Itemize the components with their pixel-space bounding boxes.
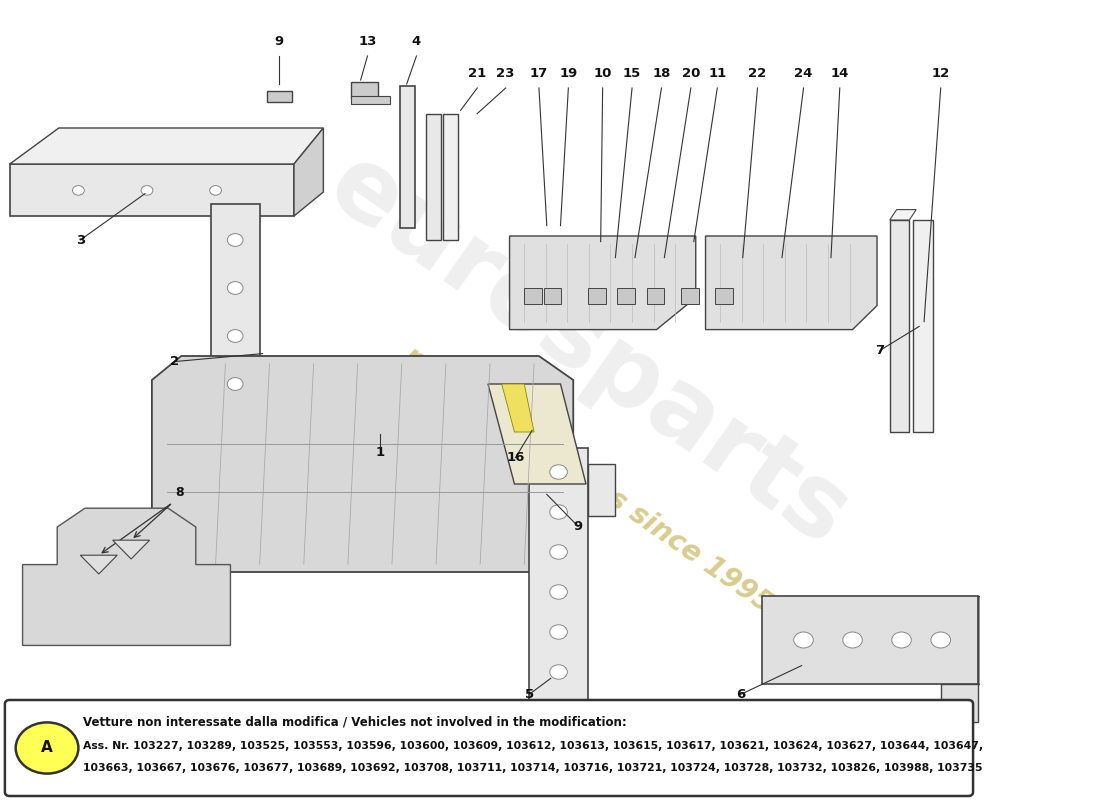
Polygon shape — [978, 596, 980, 684]
Text: 1: 1 — [375, 446, 385, 458]
Text: 3: 3 — [76, 234, 85, 246]
Text: 24: 24 — [794, 67, 813, 80]
Circle shape — [794, 632, 813, 648]
Polygon shape — [525, 288, 542, 304]
Text: 19: 19 — [559, 67, 578, 80]
Text: 17: 17 — [530, 67, 548, 80]
Text: 7: 7 — [876, 344, 884, 357]
Text: 22: 22 — [748, 67, 767, 80]
Circle shape — [210, 186, 221, 195]
Polygon shape — [587, 288, 606, 304]
Text: Ass. Nr. 103227, 103289, 103525, 103553, 103596, 103600, 103609, 103612, 103613,: Ass. Nr. 103227, 103289, 103525, 103553,… — [84, 741, 983, 750]
Text: 6: 6 — [736, 688, 746, 701]
Polygon shape — [502, 384, 535, 432]
Bar — [351, 96, 390, 104]
Polygon shape — [890, 210, 916, 220]
Polygon shape — [152, 356, 573, 572]
Circle shape — [550, 625, 568, 639]
Polygon shape — [940, 684, 978, 722]
Text: 23: 23 — [496, 67, 515, 80]
Polygon shape — [715, 288, 733, 304]
Text: 20: 20 — [682, 67, 700, 80]
Polygon shape — [152, 548, 182, 572]
Polygon shape — [211, 404, 402, 444]
Polygon shape — [294, 128, 323, 216]
Polygon shape — [762, 596, 978, 684]
Polygon shape — [647, 288, 664, 304]
Polygon shape — [211, 204, 260, 444]
Polygon shape — [10, 128, 323, 164]
Text: 103663, 103667, 103676, 103677, 103689, 103692, 103708, 103711, 103714, 103716, : 103663, 103667, 103676, 103677, 103689, … — [84, 763, 982, 773]
Circle shape — [550, 585, 568, 599]
Text: 14: 14 — [830, 67, 849, 80]
Polygon shape — [443, 114, 458, 240]
FancyBboxPatch shape — [4, 700, 974, 796]
Text: 13: 13 — [359, 35, 376, 48]
Circle shape — [550, 665, 568, 679]
Text: 16: 16 — [506, 451, 525, 464]
Circle shape — [931, 632, 950, 648]
Text: eurosparts: eurosparts — [309, 137, 867, 567]
Circle shape — [15, 722, 78, 774]
Polygon shape — [80, 555, 118, 574]
Polygon shape — [913, 220, 933, 432]
Polygon shape — [543, 288, 561, 304]
Text: passion for parts since 1995: passion for parts since 1995 — [398, 342, 778, 618]
Circle shape — [892, 632, 911, 648]
Text: A: A — [41, 741, 53, 755]
Polygon shape — [705, 236, 877, 330]
Polygon shape — [681, 288, 698, 304]
Polygon shape — [587, 464, 615, 516]
Text: Vetture non interessate dalla modifica / Vehicles not involved in the modificati: Vetture non interessate dalla modifica /… — [84, 715, 627, 728]
Polygon shape — [10, 164, 294, 216]
Text: 2: 2 — [169, 355, 179, 368]
Text: 9: 9 — [573, 520, 583, 533]
Circle shape — [73, 186, 85, 195]
Circle shape — [550, 545, 568, 559]
Text: 11: 11 — [708, 67, 726, 80]
Text: 9: 9 — [275, 35, 284, 48]
Circle shape — [843, 632, 862, 648]
Circle shape — [141, 186, 153, 195]
Polygon shape — [617, 288, 635, 304]
Polygon shape — [890, 220, 910, 432]
Polygon shape — [427, 114, 441, 240]
Circle shape — [550, 465, 568, 479]
Polygon shape — [488, 384, 586, 484]
Polygon shape — [22, 508, 231, 646]
Polygon shape — [509, 236, 695, 330]
Circle shape — [228, 330, 243, 342]
Circle shape — [228, 378, 243, 390]
Polygon shape — [266, 91, 292, 102]
Text: 5: 5 — [525, 688, 533, 701]
Text: 21: 21 — [469, 67, 486, 80]
Text: 15: 15 — [623, 67, 641, 80]
Text: 12: 12 — [932, 67, 949, 80]
Circle shape — [228, 282, 243, 294]
Text: 4: 4 — [411, 35, 421, 48]
Polygon shape — [112, 540, 150, 559]
Text: 10: 10 — [594, 67, 612, 80]
Text: 8: 8 — [175, 486, 184, 499]
Polygon shape — [399, 86, 416, 228]
Polygon shape — [529, 448, 587, 704]
Text: 18: 18 — [652, 67, 671, 80]
Bar — [351, 82, 378, 98]
Circle shape — [228, 234, 243, 246]
Circle shape — [550, 505, 568, 519]
